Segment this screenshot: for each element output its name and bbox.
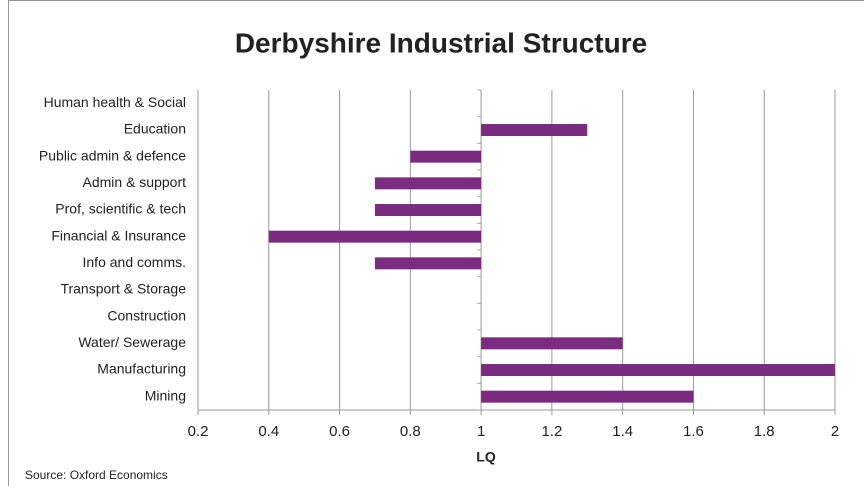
y-tick-label: Water/ Sewerage — [78, 334, 186, 350]
bar — [481, 390, 694, 403]
bar — [481, 337, 623, 350]
y-tick-label: Info and comms. — [83, 254, 187, 270]
x-tick-label: 1.6 — [683, 423, 704, 440]
y-tick-label: Human health & Social — [44, 94, 186, 110]
x-tick-label: 0.8 — [400, 423, 421, 440]
x-tick-label: 1.2 — [541, 423, 562, 440]
chart-frame — [8, 0, 864, 486]
chart-title: Derbyshire Industrial Structure — [235, 27, 647, 58]
bar — [268, 230, 482, 243]
y-tick-label: Manufacturing — [97, 361, 186, 377]
x-tick-label: 2 — [831, 423, 839, 440]
y-tick-label: Admin & support — [83, 174, 187, 190]
x-axis-label: LQ — [476, 449, 496, 465]
y-tick-label: Education — [124, 121, 186, 137]
bar — [374, 177, 482, 190]
x-tick-label: 1.8 — [754, 423, 775, 440]
bar — [481, 364, 835, 376]
y-tick-label: Construction — [107, 307, 186, 323]
y-tick-label: Mining — [145, 387, 186, 403]
bar — [374, 204, 482, 216]
x-tick-label: 0.4 — [258, 423, 279, 440]
bar — [481, 124, 588, 136]
y-tick-label: Financial & Insurance — [51, 227, 186, 243]
x-tick-label: 1.4 — [612, 423, 633, 440]
y-tick-label: Transport & Storage — [60, 281, 186, 297]
y-tick-label: Public admin & defence — [39, 147, 186, 163]
bar — [410, 150, 482, 163]
y-tick-label: Prof, scientific & tech — [55, 201, 186, 217]
source-note: Source: Oxford Economics — [25, 468, 168, 482]
x-tick-label: 0.2 — [188, 423, 209, 440]
bar — [374, 257, 482, 270]
x-tick-label: 0.6 — [329, 423, 350, 440]
x-tick-label: 1 — [477, 423, 485, 440]
